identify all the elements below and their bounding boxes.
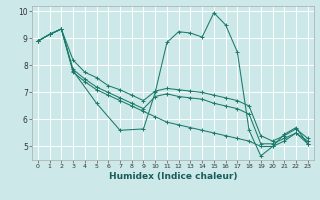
X-axis label: Humidex (Indice chaleur): Humidex (Indice chaleur)	[108, 172, 237, 181]
